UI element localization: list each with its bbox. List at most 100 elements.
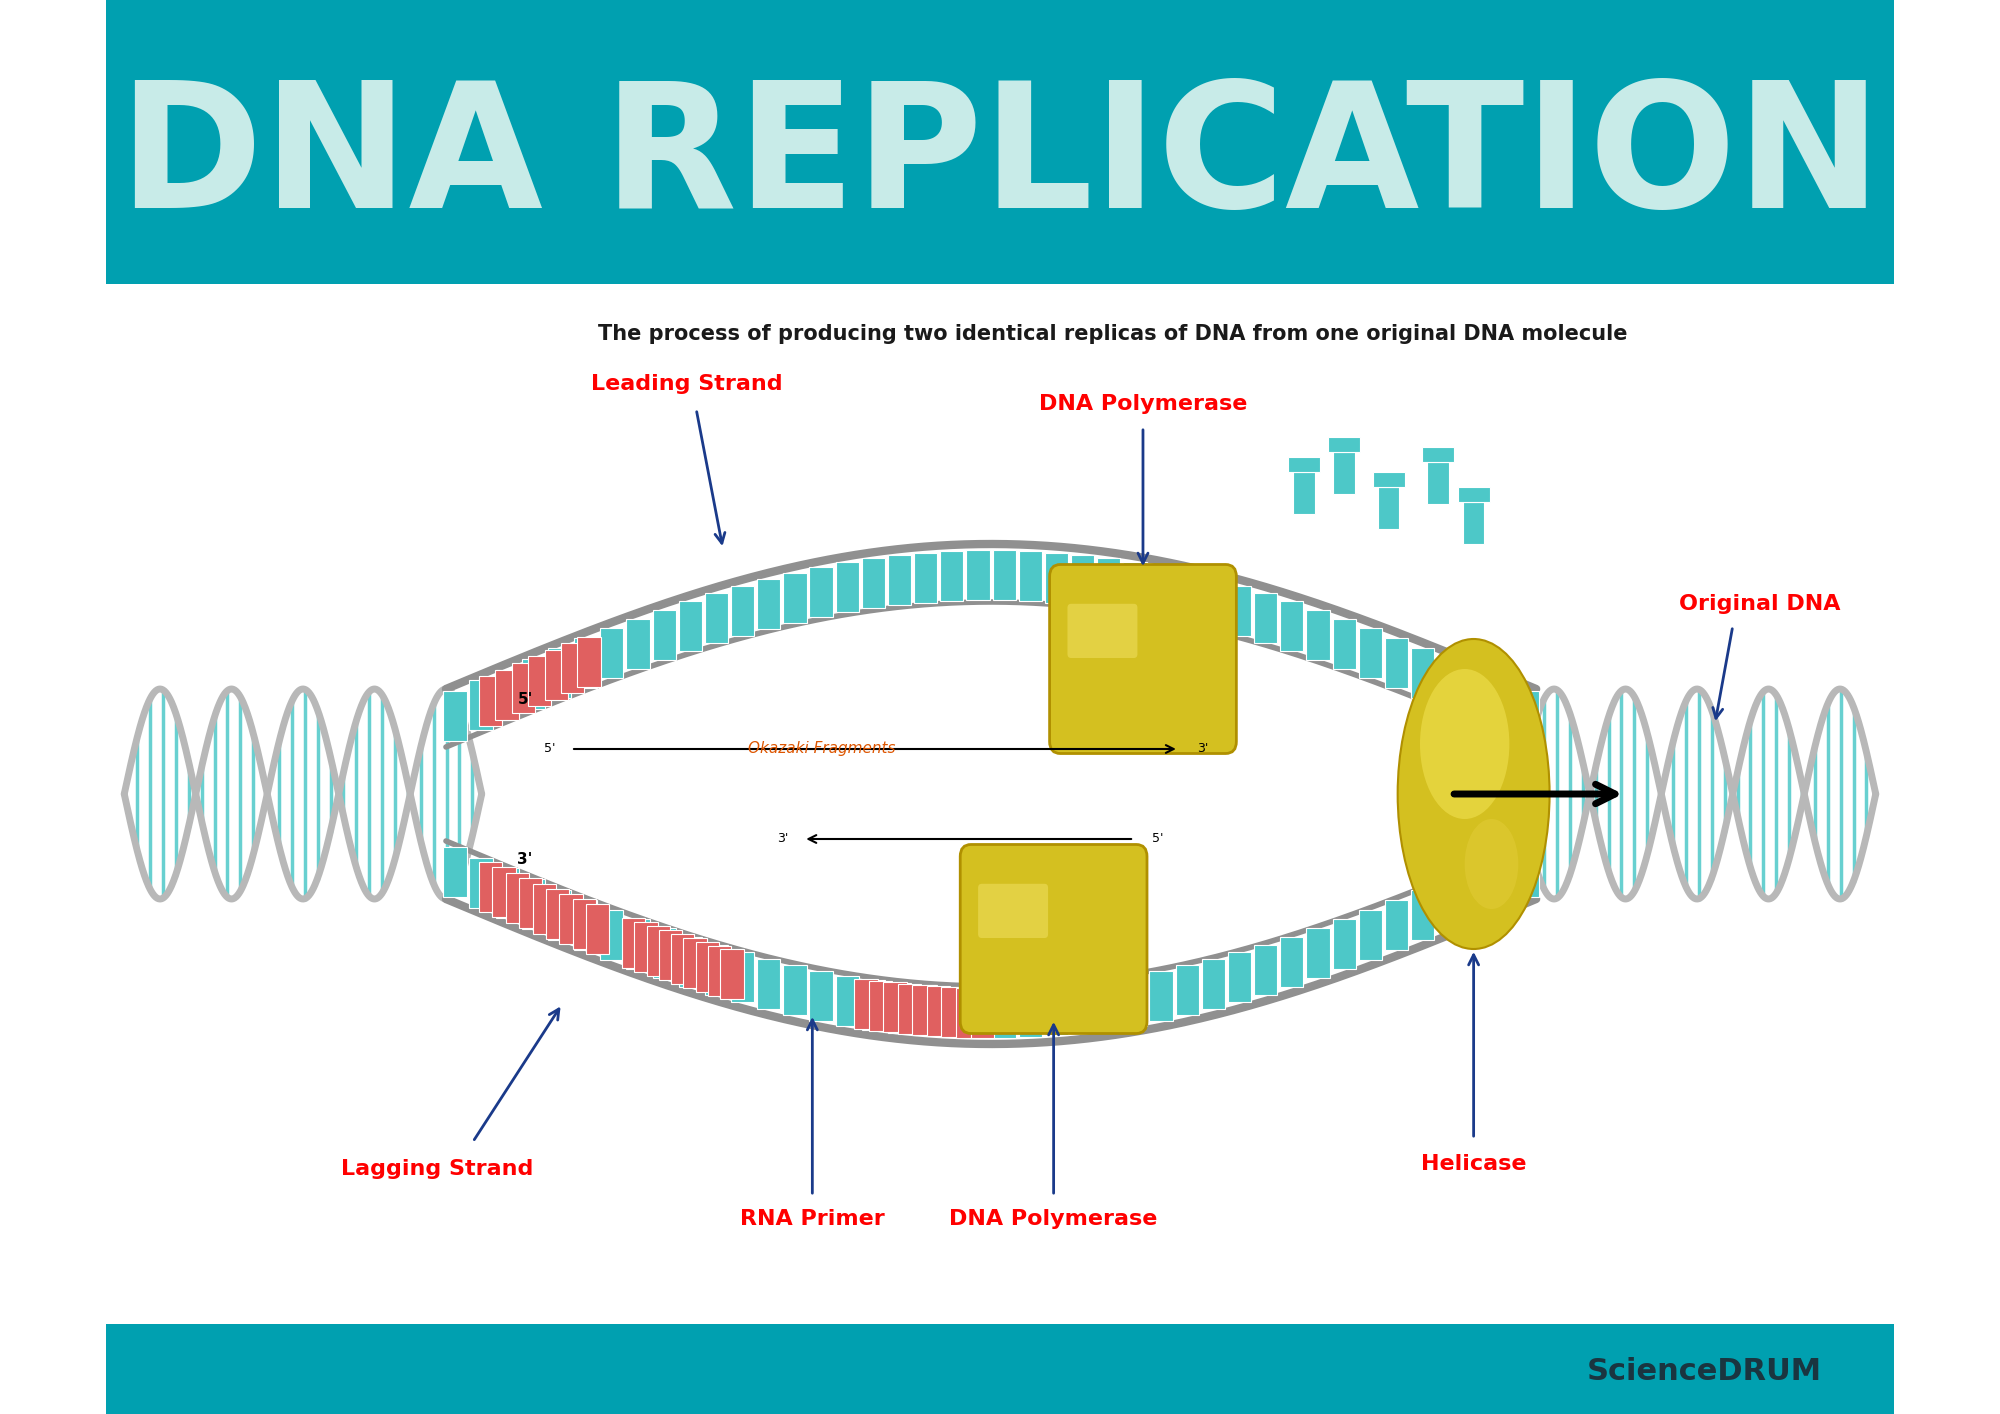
Bar [914, 986, 938, 1035]
Bar [622, 918, 646, 967]
Bar [1358, 909, 1382, 960]
Bar [1372, 472, 1404, 486]
Bar [1018, 987, 1042, 1036]
Bar [634, 922, 658, 971]
Bar [1306, 928, 1330, 978]
Text: 5': 5' [544, 742, 556, 755]
Bar [1332, 619, 1356, 669]
Bar [106, 0, 1894, 284]
Bar [1328, 437, 1360, 452]
Bar [1412, 649, 1434, 699]
Bar [1254, 592, 1278, 643]
Bar [106, 1324, 1894, 1414]
Bar [1428, 462, 1448, 503]
Bar [572, 899, 596, 949]
Bar [1070, 983, 1094, 1034]
Bar [1378, 486, 1400, 529]
Bar [658, 930, 682, 980]
Text: 3': 3' [518, 853, 532, 867]
Bar [1124, 976, 1146, 1025]
Bar [600, 628, 624, 679]
Bar [678, 601, 702, 650]
Bar [884, 983, 906, 1032]
Bar [940, 551, 964, 601]
Bar [1228, 585, 1252, 636]
Bar [1464, 670, 1486, 720]
Bar [646, 926, 670, 976]
Bar [1412, 889, 1434, 940]
Bar [1306, 609, 1330, 660]
Bar [1438, 880, 1460, 929]
Bar [444, 847, 466, 896]
Bar [888, 556, 912, 605]
Bar [1098, 559, 1120, 608]
Bar [862, 980, 884, 1029]
Bar [970, 988, 994, 1038]
Ellipse shape [1464, 819, 1518, 909]
Bar [926, 987, 950, 1036]
Bar [546, 889, 570, 939]
Text: Original DNA: Original DNA [1678, 594, 1840, 614]
Bar [578, 636, 600, 687]
Bar [626, 619, 650, 669]
Bar [574, 638, 598, 689]
Bar [914, 553, 938, 602]
Bar [496, 868, 518, 919]
Bar [492, 867, 516, 918]
Bar [480, 676, 502, 727]
Bar [1176, 573, 1198, 622]
Bar [1288, 457, 1320, 472]
Bar [684, 939, 706, 988]
Text: Lagging Strand: Lagging Strand [340, 1159, 534, 1179]
Bar [1150, 971, 1172, 1021]
Bar [810, 567, 832, 617]
Bar [1464, 868, 1486, 919]
Bar [868, 981, 892, 1031]
Bar [942, 987, 964, 1036]
Bar [810, 971, 832, 1021]
Bar [1358, 628, 1382, 679]
Bar [678, 937, 702, 987]
FancyBboxPatch shape [1050, 564, 1236, 754]
Bar [940, 987, 964, 1036]
Bar [1438, 659, 1460, 708]
Bar [730, 585, 754, 636]
Bar [1334, 452, 1354, 493]
Bar [1332, 919, 1356, 969]
Bar [1254, 945, 1278, 995]
Text: Leading Strand: Leading Strand [592, 373, 784, 395]
Bar [704, 945, 728, 995]
Text: Okazaki Fragments: Okazaki Fragments [748, 741, 896, 756]
Bar [444, 691, 466, 741]
Bar [586, 905, 610, 954]
Bar [544, 649, 568, 700]
Bar [1280, 601, 1304, 650]
Bar [470, 858, 492, 908]
Bar [1070, 556, 1094, 605]
Bar [758, 959, 780, 1010]
Bar [470, 680, 492, 731]
Bar [1458, 486, 1490, 502]
Bar [560, 894, 582, 945]
Text: The process of producing two identical replicas of DNA from one original DNA mol: The process of producing two identical r… [598, 324, 1628, 344]
Text: RNA Primer: RNA Primer [740, 1209, 884, 1229]
Bar [496, 670, 518, 720]
Bar [520, 878, 542, 928]
Bar [758, 578, 780, 629]
Text: 3': 3' [776, 833, 788, 846]
Bar [652, 928, 676, 978]
Bar [992, 988, 1016, 1038]
Bar [696, 942, 718, 993]
Bar [1044, 986, 1068, 1035]
Bar [528, 656, 552, 706]
Bar [888, 983, 912, 1034]
Text: DNA Polymerase: DNA Polymerase [1038, 395, 1248, 414]
Text: 3': 3' [1196, 742, 1208, 755]
Bar [1018, 551, 1042, 601]
Bar [560, 643, 584, 693]
Bar [626, 919, 650, 969]
Bar [1124, 563, 1146, 612]
Bar [854, 978, 878, 1028]
Bar [966, 550, 990, 600]
Bar [1280, 937, 1304, 987]
